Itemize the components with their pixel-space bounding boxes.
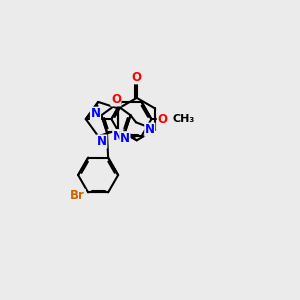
Text: N: N — [113, 130, 123, 143]
Text: O: O — [157, 112, 167, 126]
Text: N: N — [97, 135, 107, 148]
Text: CH₃: CH₃ — [172, 114, 194, 124]
Text: O: O — [132, 71, 142, 84]
Text: N: N — [145, 123, 155, 136]
Text: Br: Br — [70, 189, 85, 203]
Text: N: N — [91, 107, 100, 120]
Text: N: N — [120, 132, 130, 145]
Text: O: O — [111, 93, 121, 106]
